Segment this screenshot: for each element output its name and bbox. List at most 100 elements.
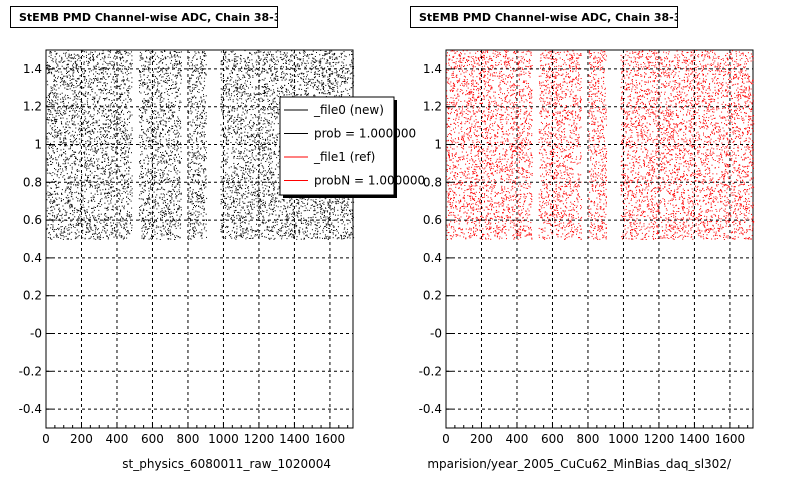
data-point (175, 133, 177, 135)
data-point (201, 118, 202, 120)
data-point (68, 60, 70, 62)
data-point (142, 57, 144, 59)
data-point (174, 154, 176, 156)
data-point (180, 75, 182, 77)
data-point (112, 120, 114, 122)
data-point (163, 81, 165, 83)
data-point (52, 193, 54, 195)
data-point (157, 128, 159, 130)
data-point (113, 66, 115, 68)
data-point (151, 139, 153, 141)
data-point (230, 118, 232, 119)
data-point (62, 235, 64, 237)
data-point (89, 138, 91, 140)
data-point (198, 52, 200, 54)
data-point (190, 99, 192, 101)
data-point (162, 62, 164, 64)
data-point (147, 99, 149, 101)
data-point (74, 90, 76, 92)
data-point (71, 118, 72, 120)
data-point (119, 138, 121, 140)
data-point (225, 87, 227, 89)
data-point (89, 226, 91, 228)
data-point (74, 61, 76, 63)
data-point (140, 57, 142, 59)
data-point (240, 132, 242, 134)
data-point (145, 201, 146, 203)
data-point (56, 217, 57, 219)
data-point (194, 162, 196, 164)
data-point (232, 180, 234, 181)
data-point (157, 169, 159, 171)
data-point (241, 98, 243, 100)
data-point (116, 85, 118, 87)
data-point (195, 64, 197, 66)
data-point (85, 142, 87, 144)
data-point (222, 214, 224, 216)
data-point (76, 211, 78, 213)
data-point (94, 200, 96, 202)
data-point (97, 54, 99, 56)
data-point (114, 58, 116, 60)
data-point (83, 144, 85, 146)
data-point (74, 62, 76, 64)
data-point (89, 71, 90, 73)
data-point (78, 170, 80, 172)
data-point (160, 233, 162, 235)
data-point (56, 159, 58, 161)
data-point (162, 59, 164, 60)
data-point (150, 153, 152, 155)
data-point (61, 81, 63, 83)
data-point (112, 186, 114, 188)
data-point (191, 193, 193, 195)
data-point (90, 141, 92, 143)
data-point (83, 166, 85, 168)
data-point (221, 230, 223, 232)
data-point (114, 74, 116, 75)
data-point (81, 208, 83, 210)
data-point (161, 217, 163, 219)
data-point (121, 148, 123, 150)
data-point (152, 51, 154, 53)
data-point (127, 96, 129, 98)
data-point (56, 134, 58, 136)
data-point (121, 226, 123, 228)
data-point (142, 83, 144, 85)
data-point (157, 142, 159, 144)
data-point (80, 180, 82, 182)
data-point (172, 212, 174, 214)
data-point (63, 113, 65, 115)
data-point (62, 117, 64, 119)
data-point (236, 231, 238, 233)
data-point (68, 177, 70, 179)
data-point (115, 223, 117, 225)
data-point (59, 81, 61, 83)
data-point (78, 85, 80, 86)
data-point (220, 194, 222, 196)
data-point (56, 235, 58, 237)
data-point (78, 77, 80, 79)
data-point (222, 161, 224, 163)
data-point (63, 84, 65, 86)
data-point (221, 202, 223, 204)
data-point (65, 196, 67, 198)
data-point (147, 103, 149, 105)
data-point (127, 160, 129, 162)
data-point (240, 127, 241, 129)
data-point (59, 220, 61, 222)
data-point (89, 218, 91, 220)
data-point (54, 215, 55, 217)
data-point (58, 218, 60, 220)
data-point (151, 130, 153, 132)
data-point (151, 224, 153, 226)
data-point (107, 146, 109, 148)
data-point (141, 118, 143, 120)
data-point (78, 110, 80, 112)
data-point (98, 81, 100, 83)
data-point (129, 99, 131, 100)
data-point (82, 218, 83, 220)
data-point (83, 127, 85, 129)
data-point (225, 164, 227, 165)
data-point (83, 113, 85, 115)
data-point (69, 205, 71, 207)
